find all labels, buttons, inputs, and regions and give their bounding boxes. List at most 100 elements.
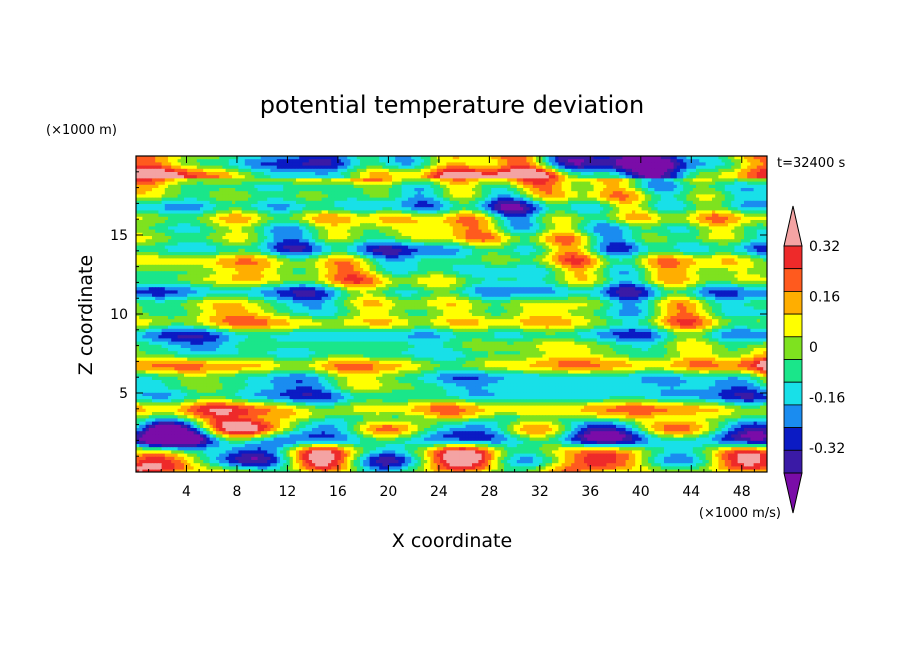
field-cell [725,201,729,205]
field-cell [510,204,514,208]
field-cell [670,198,674,202]
field-cell [488,230,492,234]
field-cell [190,201,194,205]
field-cell [446,182,450,186]
field-cell [389,172,393,176]
field-cell [366,162,370,166]
field-cell [184,217,188,221]
field-cell [638,226,642,230]
field-cell [757,159,761,163]
field-cell [696,191,700,195]
field-cell [555,233,559,237]
field-cell [571,169,575,173]
field-cell [722,198,726,202]
field-cell [469,185,473,189]
field-cell [661,182,665,186]
field-cell [661,220,665,224]
field-cell [168,201,172,205]
field-cell [629,159,633,163]
field-cell [661,217,665,221]
field-cell [446,159,450,163]
field-cell [146,226,150,230]
field-cell [379,159,383,163]
field-cell [715,188,719,192]
field-cell [322,230,326,234]
field-cell [443,198,447,202]
field-cell [174,159,178,163]
field-cell [725,166,729,170]
field-cell [171,198,175,202]
field-cell [194,198,198,202]
field-cell [514,204,518,208]
field-cell [523,214,527,218]
field-cell [565,217,569,221]
field-cell [270,169,274,173]
field-cell [216,191,220,195]
field-cell [651,162,655,166]
field-cell [245,159,249,163]
field-cell [178,169,182,173]
field-cell [290,194,294,198]
field-cell [187,178,191,182]
field-cell [677,204,681,208]
field-cell [386,217,390,221]
field-cell [376,226,380,230]
field-cell [386,194,390,198]
field-cell [277,166,281,170]
field-cell [578,217,582,221]
field-cell [203,166,207,170]
field-cell [536,182,540,186]
field-cell [341,166,345,170]
field-cell [370,198,374,202]
field-cell [699,198,703,202]
field-cell [632,159,636,163]
field-cell [498,207,502,211]
contour-field [136,156,770,473]
field-cell [734,191,738,195]
field-cell [501,188,505,192]
field-cell [597,217,601,221]
field-cell [248,182,252,186]
field-cell [520,214,524,218]
field-cell [664,226,668,230]
field-cell [517,185,521,189]
field-cell [658,162,662,166]
field-cell [277,230,281,234]
field-cell [606,194,610,198]
field-cell [139,223,143,227]
field-cell [645,159,649,163]
field-cell [504,201,508,205]
field-cell [744,226,748,230]
field-cell [354,172,358,176]
field-cell [725,178,729,182]
field-cell [680,172,684,176]
field-cell [242,210,246,214]
field-cell [507,214,511,218]
field-cell [398,175,402,179]
field-cell [728,162,732,166]
field-cell [248,210,252,214]
field-cell [376,233,380,237]
field-cell [565,169,569,173]
field-cell [491,185,495,189]
field-cell [542,169,546,173]
field-cell [629,172,633,176]
field-cell [299,175,303,179]
field-cell [760,217,764,221]
field-cell [658,223,662,227]
field-cell [187,162,191,166]
field-cell [203,191,207,195]
field-cell [440,233,444,237]
field-cell [622,169,626,173]
field-cell [395,214,399,218]
field-cell [357,175,361,179]
field-cell [542,191,546,195]
field-cell [430,169,434,173]
field-cell [248,217,252,221]
field-cell [510,226,514,230]
field-cell [258,207,262,211]
field-cell [267,198,271,202]
field-cell [424,166,428,170]
field-cell [421,178,425,182]
field-cell [597,204,601,208]
